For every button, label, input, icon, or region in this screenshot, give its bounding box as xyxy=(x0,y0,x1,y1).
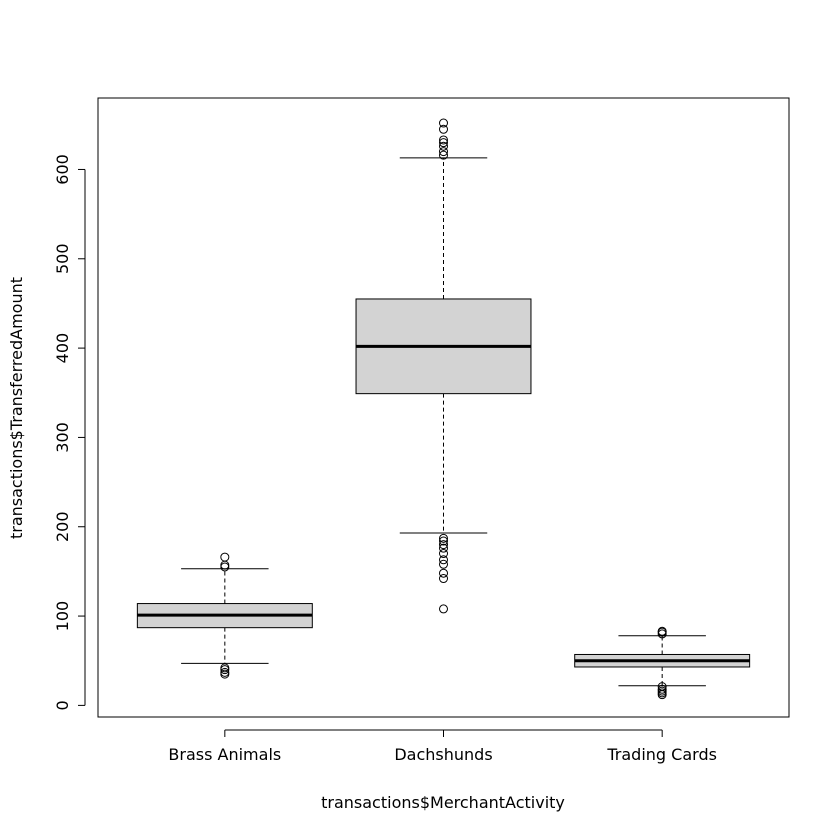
outlier-point xyxy=(439,574,448,584)
x-tick-label: Brass Animals xyxy=(168,745,281,764)
outlier-point xyxy=(220,562,230,572)
y-axis: 0 100 200 300 400 500 600 xyxy=(53,154,86,710)
outlier-point xyxy=(657,684,667,694)
outlier-point xyxy=(220,560,230,570)
outlier-point xyxy=(439,533,448,543)
y-tick-label: 500 xyxy=(53,244,72,275)
outlier-point xyxy=(439,138,448,148)
y-tick-label: 400 xyxy=(53,333,72,364)
outlier-point xyxy=(220,663,230,673)
outlier-point xyxy=(439,543,448,553)
x-tick-label: Dachshunds xyxy=(394,745,492,764)
outlier-point xyxy=(439,568,448,578)
outlier-point xyxy=(439,141,448,151)
plot-frame xyxy=(97,97,790,718)
outlier-point xyxy=(439,124,448,134)
outlier-point xyxy=(220,552,230,562)
outlier-point xyxy=(657,626,667,636)
outlier-point xyxy=(439,118,448,128)
y-tick-label: 300 xyxy=(53,422,72,453)
y-tick-label: 600 xyxy=(53,154,72,185)
outlier-point xyxy=(220,667,230,677)
box-group xyxy=(136,552,313,679)
outlier-point xyxy=(439,555,448,565)
y-tick-label: 100 xyxy=(53,601,72,632)
outlier-point xyxy=(657,682,667,692)
outlier-point xyxy=(439,604,448,614)
outlier-point xyxy=(439,150,448,160)
box-group xyxy=(355,118,532,614)
chart-marks xyxy=(136,118,751,700)
outlier-point xyxy=(439,549,448,559)
outlier-point xyxy=(439,147,448,157)
x-axis-title: transactions$MerchantActivity xyxy=(321,793,565,812)
x-tick-label: Trading Cards xyxy=(606,745,717,764)
box-group xyxy=(574,626,751,700)
y-tick-label: 0 xyxy=(53,700,72,710)
x-axis: Brass Animals Dachshunds Trading Cards xyxy=(168,729,717,764)
y-axis-title: transactions$TransferredAmount xyxy=(7,277,26,539)
outlier-point xyxy=(439,559,448,569)
y-tick-label: 200 xyxy=(53,511,72,542)
outlier-point xyxy=(439,536,448,546)
outlier-point xyxy=(439,540,448,550)
outlier-point xyxy=(439,135,448,145)
